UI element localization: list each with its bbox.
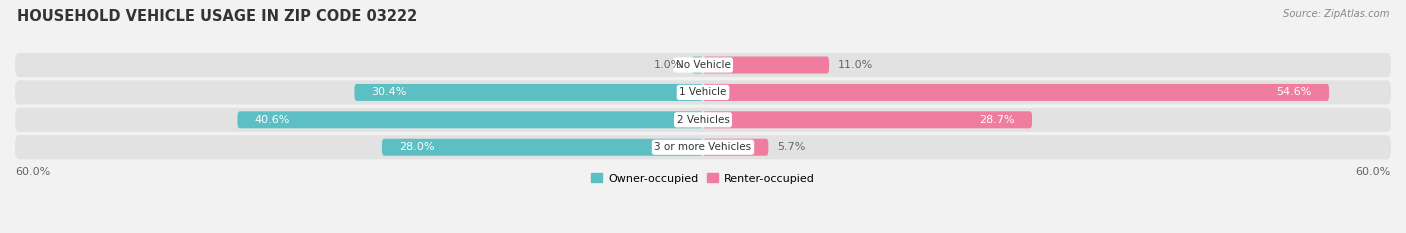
FancyBboxPatch shape — [703, 139, 768, 156]
FancyBboxPatch shape — [15, 53, 1391, 77]
Text: 1.0%: 1.0% — [654, 60, 682, 70]
Text: 11.0%: 11.0% — [838, 60, 873, 70]
Text: 54.6%: 54.6% — [1277, 87, 1312, 97]
FancyBboxPatch shape — [703, 57, 830, 74]
Text: 60.0%: 60.0% — [1355, 167, 1391, 177]
Text: 28.0%: 28.0% — [399, 142, 434, 152]
Text: 40.6%: 40.6% — [254, 115, 290, 125]
Text: Source: ZipAtlas.com: Source: ZipAtlas.com — [1282, 9, 1389, 19]
Text: 2 Vehicles: 2 Vehicles — [676, 115, 730, 125]
Text: 5.7%: 5.7% — [778, 142, 806, 152]
Text: 30.4%: 30.4% — [371, 87, 406, 97]
Text: 60.0%: 60.0% — [15, 167, 51, 177]
FancyBboxPatch shape — [15, 80, 1391, 104]
FancyBboxPatch shape — [703, 84, 1329, 101]
Text: 28.7%: 28.7% — [979, 115, 1015, 125]
FancyBboxPatch shape — [238, 111, 703, 128]
FancyBboxPatch shape — [382, 139, 703, 156]
Text: 3 or more Vehicles: 3 or more Vehicles — [654, 142, 752, 152]
FancyBboxPatch shape — [703, 111, 1032, 128]
FancyBboxPatch shape — [15, 108, 1391, 132]
Legend: Owner-occupied, Renter-occupied: Owner-occupied, Renter-occupied — [586, 169, 820, 188]
Text: No Vehicle: No Vehicle — [675, 60, 731, 70]
FancyBboxPatch shape — [15, 135, 1391, 159]
Text: HOUSEHOLD VEHICLE USAGE IN ZIP CODE 03222: HOUSEHOLD VEHICLE USAGE IN ZIP CODE 0322… — [17, 9, 418, 24]
Text: 1 Vehicle: 1 Vehicle — [679, 87, 727, 97]
FancyBboxPatch shape — [692, 57, 703, 74]
FancyBboxPatch shape — [354, 84, 703, 101]
